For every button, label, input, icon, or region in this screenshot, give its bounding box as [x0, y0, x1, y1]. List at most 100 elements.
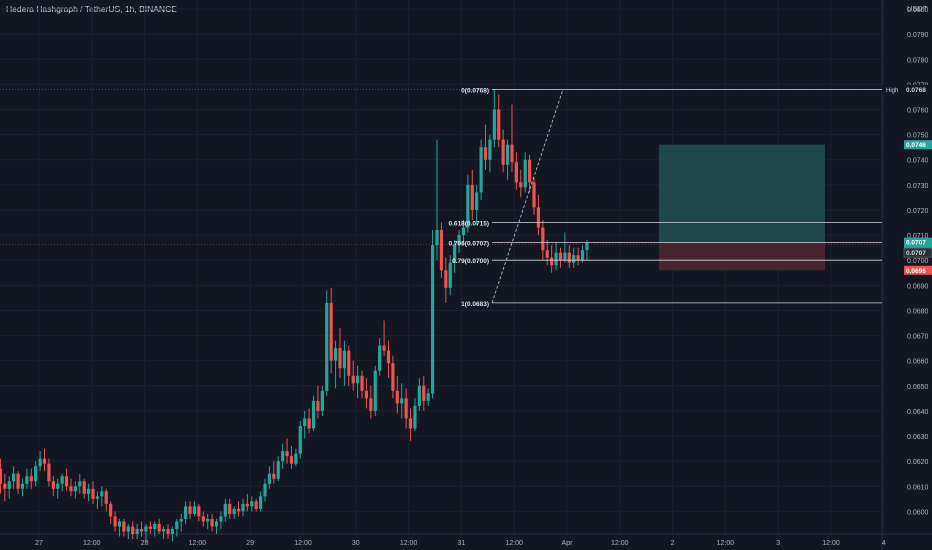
candle-body — [541, 227, 545, 251]
fib-level-label: 0.79(0.0700) — [452, 258, 489, 265]
candle-body — [470, 184, 474, 210]
candle-body — [254, 501, 258, 509]
candle-body — [364, 390, 369, 399]
time-tick-label: 27 — [35, 540, 43, 547]
time-tick-label: Apr — [562, 540, 574, 547]
candle-body — [333, 348, 338, 361]
candle-body — [100, 491, 104, 497]
candle-body — [408, 418, 413, 429]
candle-body — [320, 390, 324, 411]
price-tick-label: 0.0710 — [907, 233, 929, 240]
candle-body — [267, 473, 272, 484]
candle-body — [60, 476, 64, 484]
candle-body — [316, 400, 320, 411]
candle-body — [34, 466, 38, 482]
candle-body — [488, 139, 492, 160]
candle-body — [42, 458, 47, 464]
candle-body — [29, 476, 33, 482]
candle-body — [64, 476, 69, 487]
fib-level-label: 1(0.0683) — [461, 301, 489, 308]
candle-body — [144, 526, 148, 532]
candle-body — [475, 192, 479, 210]
target-zone[interactable] — [659, 144, 825, 243]
fib-trend-line[interactable] — [491, 89, 564, 304]
candle-body — [342, 350, 346, 369]
candle-body — [386, 350, 391, 364]
candle-body — [56, 483, 60, 489]
candle-body — [197, 506, 201, 517]
price-tick-label: 0.0700 — [907, 258, 929, 265]
candle-body — [519, 182, 523, 188]
candle-body — [439, 230, 444, 271]
candle-body — [232, 508, 236, 514]
candle-body — [20, 483, 25, 489]
candle-body — [206, 518, 210, 522]
candle-body — [422, 385, 426, 401]
time-tick-label: 12:00 — [189, 540, 207, 547]
candle-body — [510, 144, 514, 163]
candle-body — [82, 481, 86, 494]
time-tick-label: 12:00 — [294, 540, 312, 547]
candle-body — [329, 302, 333, 361]
candle-body — [184, 506, 188, 519]
candle-body — [528, 159, 532, 183]
price-axis[interactable]: 0.08000.07900.07800.07700.07600.07500.07… — [907, 7, 929, 516]
price-tag-value: 0.0696 — [906, 268, 926, 275]
candle-body — [3, 483, 7, 489]
candle-body — [126, 526, 130, 532]
candle-body — [298, 425, 302, 454]
candle-body — [281, 451, 285, 462]
candle-body — [395, 390, 399, 404]
time-axis[interactable]: 27 12:00 28 12:00 29 12:00 30 12:00 31 12:00 Apr 12… — [35, 540, 886, 547]
candle-body — [228, 503, 232, 514]
time-tick-label: 12:00 — [400, 540, 418, 547]
candle-body — [505, 144, 510, 165]
candle-body — [466, 184, 470, 228]
price-tick-label: 0.0670 — [907, 334, 929, 341]
candle-body — [457, 235, 461, 246]
candle-body — [563, 252, 567, 261]
candle-body — [585, 242, 589, 251]
position-zones[interactable] — [659, 144, 825, 271]
price-tag-value: 0.0768 — [906, 87, 926, 94]
candle-body — [104, 491, 108, 504]
price-tag-stop — [904, 265, 932, 275]
candle-body — [303, 418, 307, 426]
price-tick-label: 0.0610 — [907, 484, 929, 491]
candle-body — [347, 350, 351, 376]
stop-zone[interactable] — [659, 242, 825, 271]
candle-body — [558, 252, 563, 261]
candle-body — [378, 345, 382, 371]
candle-body — [461, 227, 466, 236]
candle-body — [545, 250, 549, 258]
time-tick-label: 31 — [458, 540, 466, 547]
fib-level-label: 0.706(0.0707) — [449, 241, 489, 248]
candle-body — [400, 398, 404, 404]
candle-body — [245, 503, 249, 507]
candle-body — [166, 528, 170, 534]
candle-body — [188, 506, 192, 514]
candle-body — [25, 476, 29, 484]
candle-body — [325, 302, 329, 391]
candle-body — [514, 162, 518, 183]
candle-body — [382, 345, 386, 351]
candle-body — [122, 521, 126, 532]
price-tick-label: 0.0650 — [907, 384, 929, 391]
candle-body — [483, 147, 488, 160]
candle-body — [109, 503, 113, 517]
fibonacci-retracement[interactable]: 0(0.0768) 0.618(0.0715) 0.706(0.0707) 0.79(… — [449, 87, 882, 308]
price-axis-currency: USDT — [907, 4, 928, 13]
candle-body — [153, 523, 157, 529]
time-tick-label: 29 — [246, 540, 254, 547]
candle-body — [95, 496, 100, 499]
price-tick-label: 0.0600 — [907, 509, 929, 516]
time-tick-label: 2 — [671, 540, 675, 547]
candle-body — [223, 503, 227, 517]
candle-body — [179, 518, 183, 522]
candle-body — [73, 486, 77, 492]
candle-body — [580, 250, 585, 261]
candle-body — [78, 481, 82, 487]
